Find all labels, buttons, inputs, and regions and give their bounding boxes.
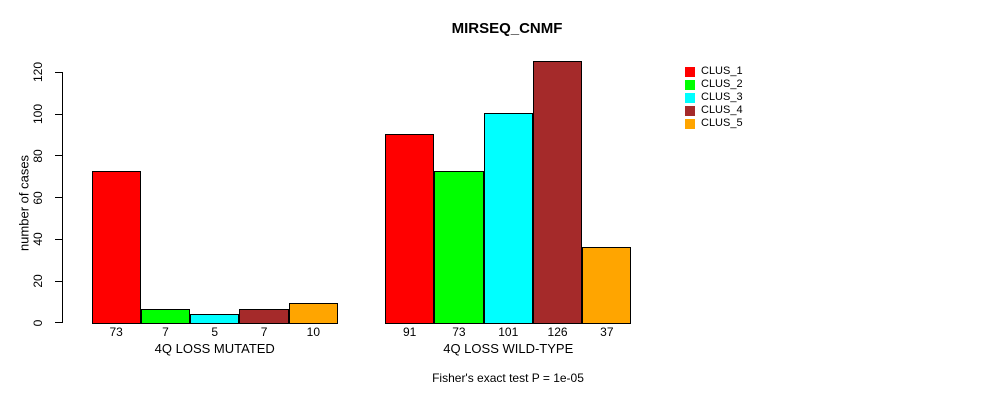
y-tick-label: 40	[31, 232, 45, 247]
y-tick-label: 60	[31, 190, 45, 205]
legend-color-swatch	[685, 118, 695, 129]
bar-g1-clus-4	[239, 309, 289, 324]
bar-g2-clus-1	[385, 133, 435, 324]
legend-item-clus-2: CLUS_2	[685, 78, 743, 91]
legend-color-swatch	[685, 79, 695, 90]
legend-item-clus-5: CLUS_5	[685, 117, 743, 130]
bar-value-label: 73	[452, 325, 466, 339]
y-tick-label: 20	[31, 274, 45, 288]
bar-value-label: 101	[498, 325, 519, 339]
chart-title: MIRSEQ_CNMF	[451, 20, 563, 37]
bar-g2-clus-2	[434, 171, 484, 324]
legend-item-label: CLUS_3	[701, 91, 743, 103]
bar-value-label: 5	[211, 325, 219, 339]
bar-g2-clus-4	[532, 60, 583, 324]
legend-item-label: CLUS_1	[701, 65, 743, 77]
y-axis-line	[62, 72, 63, 323]
legend-color-swatch	[685, 92, 695, 103]
legend-item-clus-4: CLUS_4	[685, 104, 743, 117]
group-label-4q-loss-mutated: 4Q LOSS MUTATED	[154, 341, 275, 356]
y-tick-mark	[55, 71, 62, 73]
y-axis-label: number of cases	[16, 154, 32, 252]
y-tick-mark	[55, 280, 62, 282]
legend-item-label: CLUS_4	[701, 104, 743, 116]
bar-value-label: 126	[547, 325, 568, 339]
y-tick-label: 120	[31, 62, 45, 83]
legend-item-label: CLUS_2	[701, 78, 743, 90]
legend-item-clus-1: CLUS_1	[685, 65, 743, 78]
bar-value-label: 7	[162, 325, 169, 339]
bar-g1-clus-3	[190, 313, 240, 324]
y-tick-label: 100	[31, 104, 45, 125]
y-tick-mark	[55, 155, 62, 157]
bar-g1-clus-5	[288, 303, 338, 324]
bar-g1-clus-1	[91, 171, 141, 324]
group-label-4q-loss-wild-type: 4Q LOSS WILD-TYPE	[443, 341, 574, 356]
y-tick-label: 0	[31, 319, 45, 327]
bar-value-label: 91	[402, 325, 417, 339]
bar-value-label: 7	[260, 325, 268, 339]
y-tick-label: 80	[31, 149, 45, 163]
legend-item-clus-3: CLUS_3	[685, 91, 743, 104]
y-tick-mark	[55, 322, 62, 324]
bar-value-label: 37	[600, 325, 614, 339]
bar-g2-clus-5	[582, 246, 632, 324]
y-tick-mark	[55, 113, 62, 115]
legend-item-label: CLUS_5	[701, 117, 743, 129]
bar-g1-clus-2	[140, 309, 191, 324]
legend: CLUS_1 CLUS_2 CLUS_3 CLUS_4 CLUS_5	[685, 65, 743, 130]
legend-color-swatch	[685, 66, 695, 77]
y-tick-mark	[55, 197, 62, 199]
bar-value-label: 73	[109, 325, 123, 339]
bar-g2-clus-3	[483, 112, 533, 324]
bar-value-label: 10	[306, 325, 321, 339]
stat-annotation: Fisher's exact test P = 1e-05	[432, 371, 584, 385]
y-tick-mark	[55, 238, 62, 240]
legend-color-swatch	[685, 105, 695, 116]
